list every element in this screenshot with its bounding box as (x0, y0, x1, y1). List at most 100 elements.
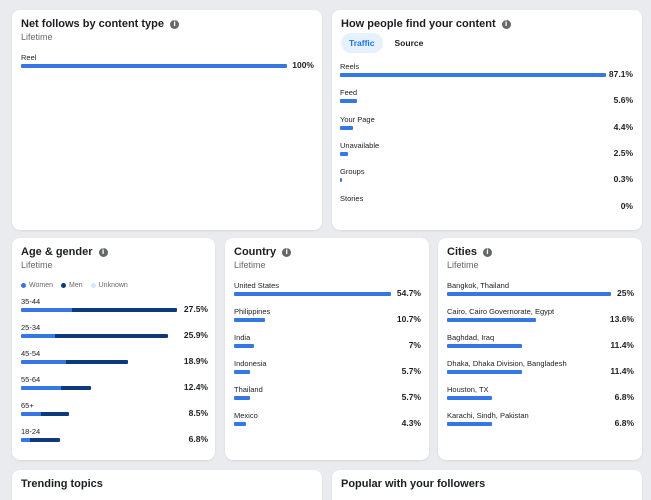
row-value: 54.7% (396, 288, 421, 298)
row-label: Philippines (234, 307, 271, 316)
row-value: 25.9% (183, 330, 208, 340)
bar-track (234, 318, 391, 322)
info-icon[interactable]: i (282, 247, 292, 257)
list-item: Your Page 4.4% (340, 115, 633, 133)
bar-track (447, 396, 611, 400)
bar-women (21, 412, 41, 416)
net-follows-title: Net follows by content type i (21, 18, 180, 30)
row-label: Indonesia (234, 359, 267, 368)
row-label: 35-44 (21, 297, 41, 306)
bar-track (21, 360, 177, 364)
tab-traffic[interactable]: Traffic (341, 33, 383, 53)
legend-dot (90, 283, 96, 288)
row-label: Baghdad, Iraq (447, 333, 495, 342)
row-value: 4.4% (613, 121, 633, 132)
gender-legend: Women Men Unknown (21, 282, 128, 289)
cities-subtitle: Lifetime (447, 260, 479, 270)
bar-track (447, 318, 611, 322)
bar-track (21, 438, 177, 442)
row-value: 5.7% (401, 366, 421, 376)
list-item: Philippines 10.7% (234, 307, 421, 325)
row-label: Your Page (340, 114, 375, 124)
row-value: 10.7% (396, 314, 421, 324)
list-item: Houston, TX 6.8% (447, 385, 634, 403)
trending-topics-title: Trending topics (21, 478, 103, 490)
bar (234, 318, 265, 322)
country-card: Country i Lifetime United States 54.7% Phi… (225, 238, 429, 460)
bar (234, 396, 251, 400)
bar-men (55, 334, 168, 338)
info-icon[interactable]: i (98, 247, 108, 257)
bar-track (21, 412, 177, 416)
list-item: Reels 87.1% (340, 62, 633, 80)
list-item: Bangkok, Thailand 25% (447, 281, 634, 299)
bar (447, 292, 611, 296)
list-item: Mexico 4.3% (234, 411, 421, 429)
row-label: 55-64 (21, 375, 41, 384)
bar-track (340, 178, 606, 183)
legend-unknown: Unknown (90, 282, 128, 289)
row-label: 18-24 (21, 427, 41, 436)
row-value: 6.8% (614, 418, 634, 428)
bar-women (21, 334, 56, 338)
bar-track (234, 370, 391, 374)
list-item: Cairo, Cairo Governorate, Egypt 13.6% (447, 307, 634, 325)
row-value: 2.5% (613, 147, 633, 158)
row-label: 65+ (21, 401, 34, 410)
bar-track (447, 292, 611, 296)
row-value: 7% (408, 340, 421, 350)
list-item: 35-44 27.5% (21, 297, 208, 315)
bar (447, 344, 522, 348)
row-value: 8.5% (188, 408, 208, 418)
bar-women (21, 360, 67, 364)
bar-track (447, 370, 611, 374)
bar-men (72, 308, 177, 312)
legend-dot (61, 283, 66, 288)
info-icon[interactable]: i (501, 19, 511, 29)
row-value: 4.3% (401, 418, 421, 428)
row-label: Bangkok, Thailand (447, 281, 509, 290)
bar-men (40, 412, 70, 416)
list-item: 55-64 12.4% (21, 375, 208, 393)
bar-track (340, 73, 606, 77)
legend-men: Men (61, 282, 83, 289)
age-gender-title: Age & gender i (21, 246, 108, 258)
bar (447, 422, 492, 426)
list-item: Unavailable 2.5% (340, 141, 633, 159)
bar-track (234, 344, 391, 348)
bar (340, 99, 358, 104)
list-item: 65+ 8.5% (21, 401, 208, 419)
row-label: Groups (340, 167, 365, 177)
bar-track (234, 396, 391, 400)
bar (447, 370, 522, 374)
bar-track (234, 292, 391, 296)
bar-women (21, 438, 30, 442)
legend-dot (21, 283, 26, 288)
row-value: 87.1% (608, 69, 633, 79)
net-follows-subtitle: Lifetime (21, 32, 53, 42)
find-content-title: How people find your content i (341, 18, 511, 30)
age-gender-card: Age & gender i Lifetime Women Men Unknow… (12, 238, 215, 460)
bar-track (447, 344, 611, 348)
list-item: Thailand 5.7% (234, 385, 421, 403)
tab-source[interactable]: Source (394, 38, 424, 48)
row-label: Stories (340, 193, 364, 203)
list-item: India 7% (234, 333, 421, 351)
bar (234, 344, 255, 348)
row-label: Feed (340, 88, 358, 98)
bar-men (60, 386, 92, 390)
bar-track (340, 99, 606, 104)
traffic-source-tabs: Traffic Source (341, 33, 431, 53)
list-item: 45-54 18.9% (21, 349, 208, 367)
list-item: Feed 5.6% (340, 88, 633, 106)
info-icon[interactable]: i (482, 247, 492, 257)
row-value: 100% (292, 60, 314, 70)
row-value: 27.5% (183, 304, 208, 314)
list-item: United States 54.7% (234, 281, 421, 299)
legend-women: Women (21, 282, 53, 289)
find-content-card: How people find your content i Traffic S… (332, 10, 642, 230)
info-icon[interactable]: i (170, 19, 180, 29)
bar (21, 64, 287, 68)
bar (340, 151, 348, 156)
popular-followers-card: Popular with your followers (332, 470, 642, 500)
